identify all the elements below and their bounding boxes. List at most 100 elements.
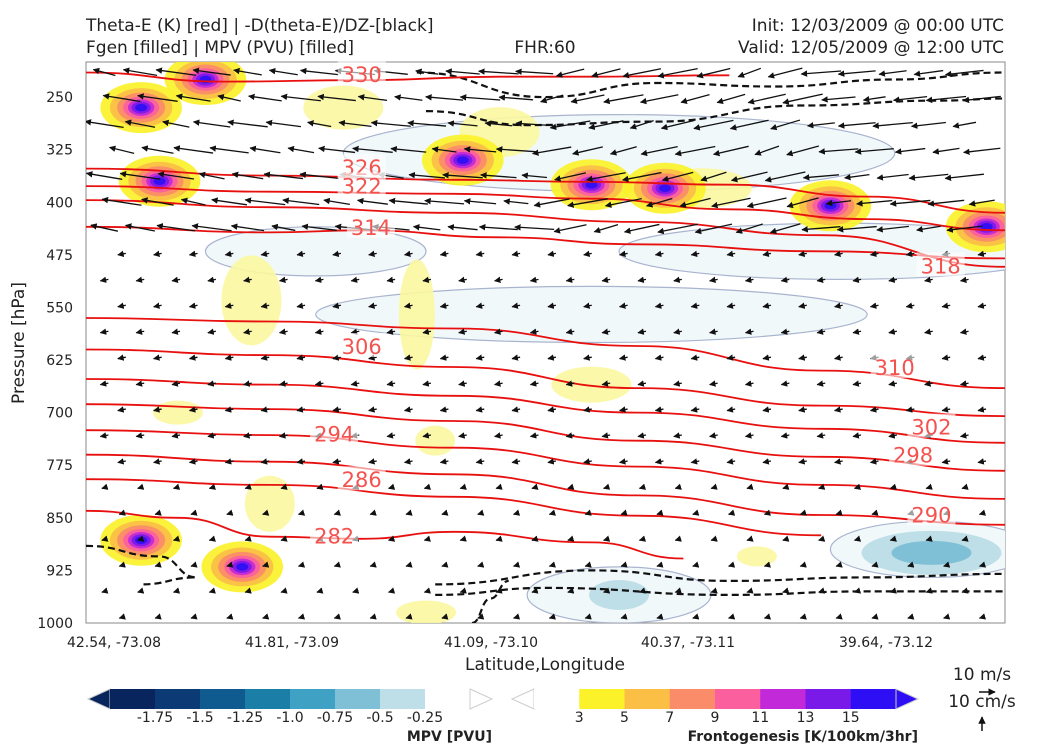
wind-vector	[944, 173, 984, 182]
fgen-level	[456, 156, 469, 164]
wind-vector	[952, 121, 977, 129]
wind-vector	[224, 458, 234, 465]
wind-vector	[190, 561, 198, 568]
wind-vector	[350, 276, 360, 283]
wind-vector	[314, 328, 324, 335]
colorbar-end	[895, 688, 920, 710]
wind-vector	[171, 380, 181, 387]
wind-vector	[350, 328, 360, 335]
wind-vector	[153, 302, 162, 309]
wind-vector	[978, 561, 987, 568]
theta-e-label-330: 330	[342, 63, 382, 87]
wind-vector	[287, 145, 315, 154]
wind-vector	[475, 354, 485, 361]
wind-vector	[835, 613, 843, 620]
wind-vector	[716, 93, 746, 105]
wind-vector	[680, 93, 710, 104]
wind-vector	[889, 483, 897, 490]
fgen-weak-region	[736, 546, 777, 567]
wind-vector	[871, 561, 879, 568]
wind-vector	[154, 561, 162, 568]
wind-vector	[296, 250, 306, 258]
wind-vector	[584, 561, 592, 568]
wind-vector	[156, 223, 196, 232]
wind-vector	[924, 328, 933, 335]
wind-vector	[747, 93, 786, 105]
wind-vector	[800, 70, 842, 77]
wind-vector	[529, 432, 539, 439]
wind-vector	[265, 119, 302, 128]
wind-vector	[122, 67, 158, 77]
wind-vector	[162, 119, 190, 128]
wind-vector	[565, 432, 575, 439]
wind-vector	[369, 613, 377, 620]
colorbar-tick-13: 13	[797, 710, 815, 726]
y-tick-label-250: 250	[46, 90, 73, 106]
wind-vector	[656, 561, 664, 568]
valid-time: Valid: 12/05/2009 @ 12:00 UTC	[738, 38, 1004, 58]
wind-vector	[224, 354, 234, 361]
colorbar-tick--0.5: -0.5	[366, 710, 393, 726]
wind-vector	[244, 587, 252, 594]
wind-vector	[314, 276, 324, 283]
wind-vector	[124, 119, 156, 128]
theta-e-contour-layer	[86, 71, 1005, 560]
wind-vector	[654, 458, 664, 465]
wind-vector	[333, 561, 341, 568]
wind-vector	[244, 483, 252, 490]
wind-vector	[475, 406, 485, 413]
wind-vector	[548, 613, 556, 620]
wind-vector	[567, 587, 575, 594]
wind-vector	[762, 302, 772, 309]
wind-vector	[818, 483, 826, 490]
colorbar-cell	[805, 689, 852, 709]
y-tick-label-550: 550	[46, 300, 73, 316]
wind-vector	[547, 458, 557, 465]
wind-vector	[207, 380, 217, 387]
colorbar-tick-5: 5	[620, 710, 629, 726]
wind-vector	[637, 380, 647, 387]
colorbar-cell	[760, 689, 806, 709]
wind-vector	[601, 276, 611, 283]
wind-vector	[674, 535, 682, 542]
wind-vector	[690, 354, 700, 361]
wind-vector	[654, 302, 664, 309]
wind-vector	[459, 535, 467, 542]
wind-vector	[135, 328, 145, 335]
wind-vector	[621, 171, 662, 183]
colorbar-end	[510, 688, 535, 710]
frontogenesis-fill-layer	[100, 62, 1005, 623]
wind-vector	[368, 250, 377, 258]
x-axis-label: Latitude,Longitude	[465, 655, 625, 675]
wind-vector	[521, 172, 548, 179]
wind-vector	[441, 561, 449, 568]
y-tick-label-775: 775	[46, 458, 73, 474]
wind-vector	[211, 197, 248, 206]
wind-vector	[422, 380, 432, 387]
wind-vector	[190, 613, 198, 620]
wind-vector	[173, 145, 214, 154]
wind-vector	[529, 328, 539, 335]
wind-vector	[475, 250, 485, 258]
wind-vector	[368, 458, 377, 465]
x-axis: 42.54, -73.08 41.81, -73.09 41.09, -73.10 4…	[67, 635, 933, 651]
wind-vector	[369, 509, 377, 516]
theta-e-label-bg	[310, 420, 359, 445]
wind-vector	[190, 509, 198, 516]
wind-vector	[767, 67, 803, 79]
wind-vector	[977, 406, 987, 413]
wind-vector	[872, 121, 913, 129]
wind-vector	[532, 146, 572, 156]
wind-vector	[260, 406, 270, 413]
wind-vector	[553, 224, 587, 234]
wind-vector	[188, 458, 198, 465]
wind-vector	[583, 406, 592, 413]
wind-vector	[118, 613, 126, 620]
wind-vector	[834, 354, 843, 361]
wind-vector	[243, 432, 252, 439]
wind-vector	[439, 354, 449, 361]
wind-vector	[769, 223, 801, 235]
theta-e-contour-306	[86, 348, 1005, 417]
wind-vector	[171, 276, 181, 283]
wind-vector	[709, 380, 718, 387]
